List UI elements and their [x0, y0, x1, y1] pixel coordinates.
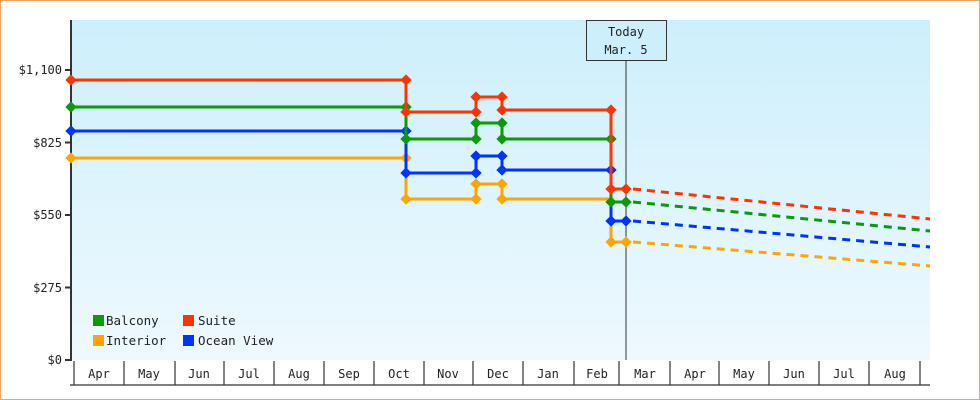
legend-swatch-suite	[183, 315, 194, 326]
x-tick-label: Jan	[537, 367, 559, 381]
legend: Balcony Suite Interior Ocean View	[93, 313, 274, 348]
legend-swatch-ocean-view	[183, 335, 194, 346]
x-tick-label: May	[733, 367, 755, 381]
legend-item-balcony[interactable]: Balcony	[93, 313, 159, 328]
legend-item-suite[interactable]: Suite	[183, 313, 236, 328]
legend-item-ocean-view[interactable]: Ocean View	[183, 333, 274, 348]
x-tick-label: Mar	[634, 367, 656, 381]
x-tick-label: Aug	[288, 367, 310, 381]
y-tick-label: $0	[48, 353, 62, 367]
x-tick-label: Oct	[388, 367, 410, 381]
legend-label: Balcony	[106, 313, 159, 328]
y-tick-label: $1,100	[19, 63, 62, 77]
x-tick-label: Jun	[783, 367, 805, 381]
legend-item-interior[interactable]: Interior	[93, 333, 167, 348]
x-tick-label: Aug	[884, 367, 906, 381]
x-tick-label: Jul	[238, 367, 260, 381]
today-label: Today	[608, 25, 644, 39]
y-ticks	[65, 69, 71, 361]
legend-label: Ocean View	[198, 333, 274, 348]
legend-label: Interior	[106, 333, 167, 348]
legend-swatch-interior	[93, 335, 104, 346]
x-tick-label: Jun	[188, 367, 210, 381]
today-marker-box	[586, 20, 667, 61]
today-date: Mar. 5	[604, 43, 647, 57]
legend-label: Suite	[198, 313, 236, 328]
legend-swatch-balcony	[93, 315, 104, 326]
x-tick-label: Feb	[586, 367, 608, 381]
x-tick-label: Jul	[833, 367, 855, 381]
x-axis	[70, 361, 930, 386]
x-tick-label: Apr	[88, 367, 110, 381]
x-tick-label: May	[138, 367, 160, 381]
x-tick-label: Dec	[487, 367, 509, 381]
y-tick-label: $825	[33, 136, 62, 150]
x-tick-label: Sep	[338, 367, 360, 381]
x-tick-label: Nov	[437, 367, 459, 381]
y-tick-label: $550	[33, 208, 62, 222]
x-tick-label: Apr	[684, 367, 706, 381]
y-tick-label: $275	[33, 281, 62, 295]
